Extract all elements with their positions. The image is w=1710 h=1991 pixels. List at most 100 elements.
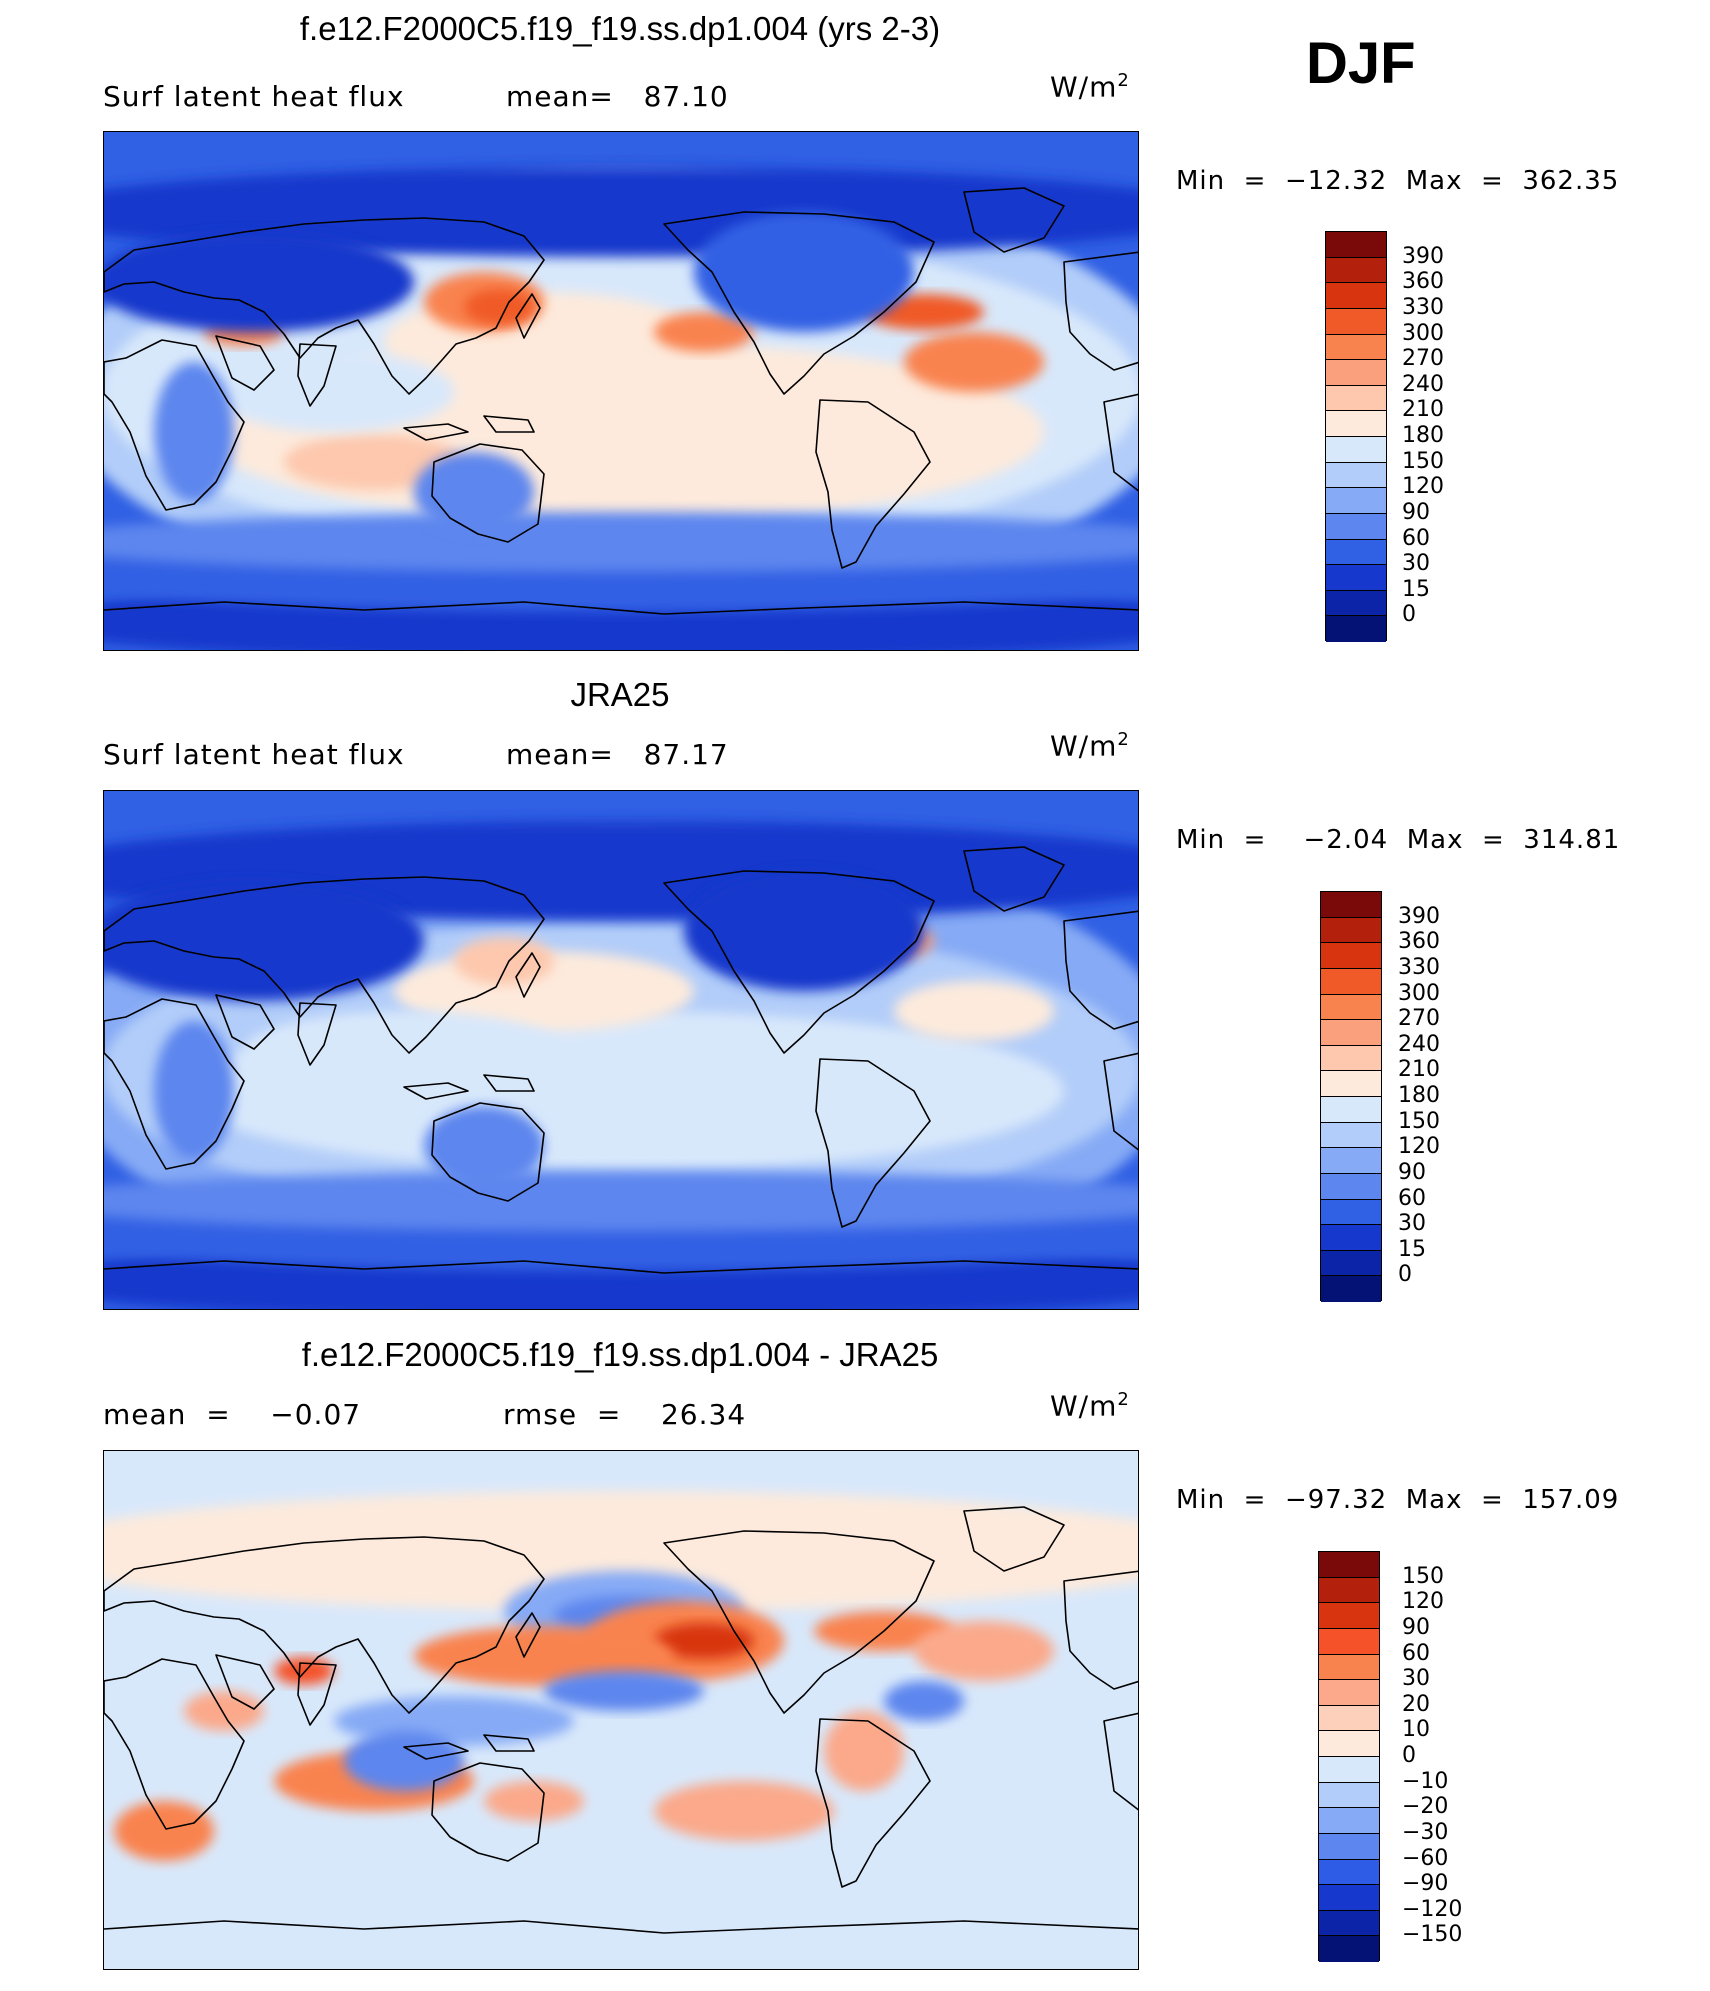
colorbar-swatch — [1321, 1250, 1381, 1277]
colorbar-swatch — [1321, 968, 1381, 995]
colorbar — [1320, 891, 1382, 1302]
colorbar-tick-label: −10 — [1402, 1768, 1449, 1794]
field-contour — [214, 352, 454, 432]
colorbar-swatch — [1321, 1225, 1381, 1251]
coastline — [297, 343, 337, 407]
coastline — [215, 1654, 275, 1710]
coastline — [483, 1734, 535, 1752]
coastline — [104, 876, 545, 1054]
field-contour — [284, 434, 464, 490]
colorbar-swatch — [1326, 539, 1386, 566]
field-contour — [274, 1657, 334, 1685]
field-contour — [654, 1781, 834, 1841]
map-diff — [103, 1450, 1139, 1970]
coastline — [215, 994, 275, 1050]
colorbar-swatch — [1326, 590, 1386, 617]
colorbar-swatch — [1319, 1654, 1379, 1681]
panel-title: JRA25 — [570, 676, 670, 713]
colorbar-tick-label: 210 — [1402, 397, 1444, 423]
units-label: W/m2 — [1050, 1389, 1130, 1423]
coastline — [1103, 1052, 1138, 1151]
field-contour — [104, 881, 424, 1001]
coastline — [663, 1530, 935, 1714]
variable-label: Surf latent heat flux — [103, 80, 405, 113]
field-contour — [884, 1681, 964, 1721]
colorbar-swatch — [1319, 1705, 1379, 1732]
colorbar-swatch — [1321, 1020, 1381, 1046]
colorbar-swatch — [1319, 1808, 1379, 1834]
colorbar-swatch — [1326, 462, 1386, 489]
colorbar-swatch — [1326, 334, 1386, 361]
field-contour — [104, 1491, 1138, 1611]
min-max-label: Min = −2.04 Max = 314.81 — [1176, 825, 1621, 855]
colorbar-tick-label: 210 — [1398, 1057, 1440, 1083]
field-contour — [694, 212, 914, 332]
colorbar-tick-label: 120 — [1402, 1589, 1444, 1615]
colorbar-tick-label: −30 — [1402, 1819, 1449, 1845]
coastline — [104, 217, 545, 395]
colorbar-swatch — [1326, 385, 1386, 412]
coastline — [403, 423, 469, 441]
colorbar-swatch — [1319, 1603, 1379, 1629]
field-contour — [544, 1671, 704, 1711]
colorbar-tick-label: 0 — [1398, 1262, 1412, 1288]
coastline — [1103, 393, 1138, 492]
colorbar-swatch — [1321, 1071, 1381, 1097]
coastline — [515, 952, 541, 998]
coastline — [403, 1082, 469, 1100]
colorbar-tick-label: −90 — [1402, 1871, 1449, 1897]
colorbar-swatch — [1326, 437, 1386, 463]
colorbar-swatch — [1326, 488, 1386, 514]
colorbar-swatch — [1319, 1552, 1379, 1578]
colorbar-tick-label: 330 — [1402, 294, 1444, 320]
colorbar-swatch — [1326, 411, 1386, 437]
colorbar — [1318, 1551, 1380, 1962]
colorbar-swatch — [1319, 1859, 1379, 1886]
colorbar-tick-label: 90 — [1402, 1614, 1430, 1640]
coastline — [104, 601, 1138, 615]
colorbar-tick-label: 390 — [1402, 243, 1444, 269]
colorbar-swatch — [1321, 917, 1381, 944]
colorbar-tick-label: 300 — [1402, 320, 1444, 346]
colorbar-swatch — [1326, 257, 1386, 284]
coastline — [104, 1536, 545, 1714]
colorbar-swatch — [1319, 1885, 1379, 1911]
colorbar-tick-label: 120 — [1402, 474, 1444, 500]
field-contour — [184, 1691, 264, 1731]
min-max-label: Min = −12.32 Max = 362.35 — [1176, 166, 1620, 196]
panel-title: f.e12.F2000C5.f19_f19.ss.dp1.004 - JRA25 — [301, 1336, 939, 1373]
panel-title: f.e12.F2000C5.f19_f19.ss.dp1.004 (yrs 2-… — [299, 10, 941, 47]
coastline — [104, 998, 245, 1170]
mean-label: mean= 87.10 — [506, 80, 729, 113]
field-layer — [104, 132, 1138, 650]
field-layer — [104, 1451, 1138, 1969]
colorbar-tick-label: 120 — [1398, 1134, 1440, 1160]
coastlines — [104, 1506, 1138, 1934]
field-contour — [104, 512, 1138, 572]
coastline — [104, 1920, 1138, 1934]
colorbar-tick-label: 390 — [1398, 903, 1440, 929]
field-contour — [454, 937, 554, 985]
colorbar-swatch — [1321, 892, 1381, 918]
colorbar-swatch — [1321, 1148, 1381, 1174]
field-contour — [414, 1626, 674, 1686]
colorbar-tick-label: 20 — [1402, 1691, 1430, 1717]
coastline — [215, 335, 275, 391]
colorbar-swatch — [1326, 513, 1386, 540]
coastlines — [104, 846, 1138, 1274]
season-label: DJF — [1306, 31, 1416, 96]
colorbar-tick-label: 360 — [1402, 269, 1444, 295]
coastline — [104, 1658, 245, 1830]
coastline — [815, 1718, 931, 1888]
field-contour — [114, 1801, 214, 1861]
panel-obs: JRA25 Surf latent heat flux mean= 87.17 … — [0, 0, 1710, 1310]
coastline — [431, 443, 545, 543]
coastline — [431, 1762, 545, 1862]
colorbar-tick-label: 60 — [1398, 1185, 1426, 1211]
colorbar-swatch — [1321, 1276, 1381, 1302]
colorbar-tick-label: 0 — [1402, 602, 1416, 628]
colorbar-swatch — [1319, 1577, 1379, 1604]
coastline — [431, 1102, 545, 1202]
colorbar-tick-label: 150 — [1402, 1563, 1444, 1589]
